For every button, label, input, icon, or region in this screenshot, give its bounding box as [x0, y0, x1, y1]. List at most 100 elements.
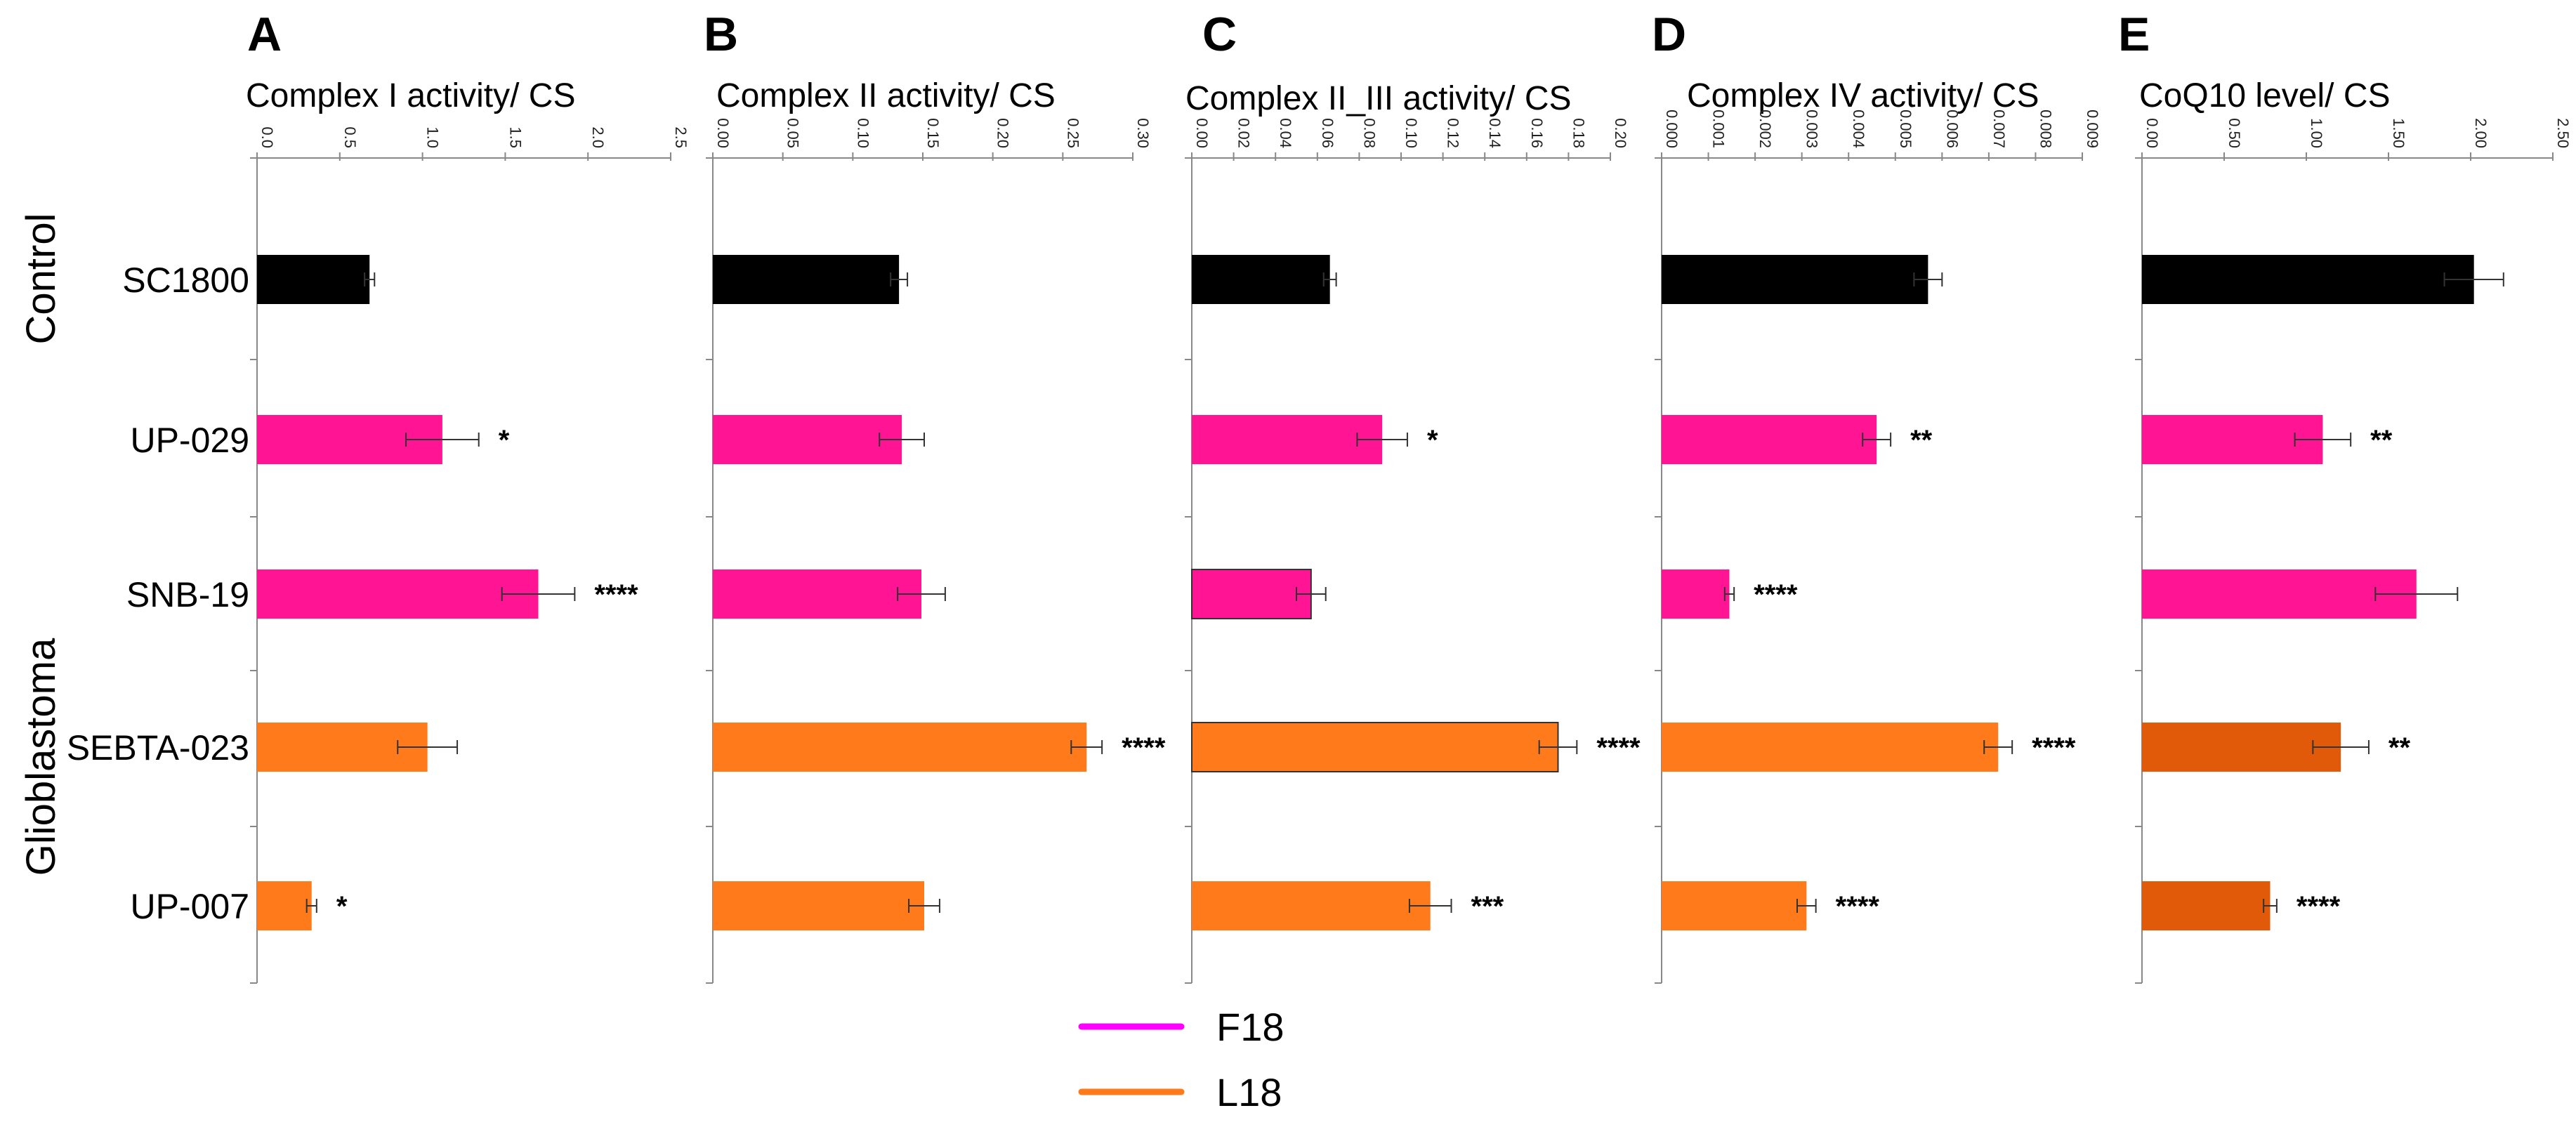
x-tick-label: 1.5 [506, 126, 524, 148]
bar [713, 415, 902, 464]
bar [2142, 255, 2474, 304]
x-tick-label: 0.5 [341, 126, 359, 148]
category-label: SNB-19 [126, 575, 249, 614]
bar [1662, 255, 1928, 304]
x-tick-label: 0.20 [1612, 118, 1629, 148]
x-tick-label: 0.20 [994, 118, 1012, 148]
x-tick-label: 1.00 [2308, 118, 2325, 148]
x-tick-label: 0.06 [1319, 118, 1336, 148]
x-tick-label: 0.009 [2084, 110, 2101, 148]
bar [1662, 415, 1877, 464]
panel-letter-e: E [2118, 8, 2150, 61]
bar [257, 881, 312, 930]
bar [2142, 881, 2271, 930]
x-tick-label: 0.50 [2226, 118, 2243, 148]
significance-mark: **** [594, 579, 638, 610]
legend-label-f18: F18 [1216, 1005, 1284, 1049]
legend-label-l18: L18 [1216, 1070, 1282, 1114]
x-tick-label: 0.004 [1850, 110, 1867, 148]
category-label: UP-029 [130, 421, 249, 460]
category-label: SEBTA-023 [67, 728, 249, 767]
bar [713, 881, 924, 930]
x-tick-label: 0.02 [1235, 118, 1253, 148]
x-tick-label: 0.14 [1486, 118, 1504, 148]
bar [2142, 723, 2341, 772]
x-tick-label: 0.10 [854, 118, 872, 148]
x-tick-label: 2.50 [2554, 118, 2572, 148]
x-tick-label: 0.00 [1193, 118, 1211, 148]
x-tick-label: 0.10 [1402, 118, 1420, 148]
bar [1192, 415, 1383, 464]
x-tick-label: 0.00 [714, 118, 732, 148]
x-tick-label: 0.000 [1663, 110, 1681, 148]
category-label: SC1800 [122, 261, 249, 300]
significance-mark: * [336, 891, 348, 922]
panel-letter-a: A [247, 8, 282, 61]
significance-mark: ** [2370, 425, 2393, 456]
significance-mark: **** [2032, 732, 2076, 763]
x-tick-label: 0.002 [1756, 110, 1774, 148]
x-tick-label: 0.00 [2143, 118, 2161, 148]
x-tick-label: 2.00 [2472, 118, 2490, 148]
group-label-control: Control [18, 213, 64, 345]
x-tick-label: 0.0 [258, 126, 276, 148]
x-tick-label: 0.08 [1360, 118, 1378, 148]
bar [1662, 569, 1730, 619]
x-tick-label: 0.001 [1710, 110, 1728, 148]
x-tick-label: 1.50 [2390, 118, 2407, 148]
x-tick-label: 0.006 [1943, 110, 1961, 148]
x-tick-label: 0.005 [1897, 110, 1914, 148]
x-tick-label: 0.30 [1134, 118, 1152, 148]
significance-mark: ** [2388, 732, 2411, 763]
bar [1191, 569, 1312, 619]
category-label: UP-007 [130, 887, 249, 926]
panel-title-d: Complex IV activity/ CS [1687, 77, 2039, 114]
bar [1192, 881, 1431, 930]
group-label-glioblastoma: Glioblastoma [18, 638, 64, 876]
bar [1662, 723, 1999, 772]
significance-mark: **** [1754, 579, 1798, 610]
panel-title-e: CoQ10 level/ CS [2139, 77, 2391, 114]
bar [1662, 881, 1807, 930]
panel-letter-b: B [704, 8, 738, 61]
panel-letter-c: C [1202, 8, 1237, 61]
bar [713, 255, 900, 304]
panel-d: D Complex IV activity/ CS 0.000 0.001 0.00… [1652, 8, 2101, 984]
bar [1191, 722, 1559, 772]
x-tick-label: 0.15 [924, 118, 942, 148]
bar [257, 569, 539, 619]
bar [257, 255, 370, 304]
x-tick-label: 2.0 [589, 126, 607, 148]
x-tick-label: 0.007 [1990, 110, 2008, 148]
significance-mark: **** [1122, 732, 1166, 763]
significance-mark: * [1427, 425, 1438, 456]
significance-mark: *** [1471, 891, 1504, 922]
x-tick-label: 0.05 [784, 118, 802, 148]
significance-mark: **** [1596, 732, 1641, 763]
panel-a: A Complex I activity/ CS 0.0 0.5 1.0 1.5 2.0… [67, 8, 690, 984]
x-tick-label: 0.16 [1528, 118, 1546, 148]
bar [713, 569, 922, 619]
significance-mark: * [499, 425, 510, 456]
x-tick-label: 1.0 [424, 126, 442, 148]
x-tick-label: 0.18 [1570, 118, 1587, 148]
panel-title-c: Complex II_III activity/ CS [1185, 80, 1572, 117]
bar [713, 723, 1087, 772]
x-tick-label: 0.04 [1277, 118, 1294, 148]
significance-mark: **** [1836, 891, 1880, 922]
panel-e: E CoQ10 level/ CS 0.00 0.50 1.00 1.50 2.00 2.… [2118, 8, 2572, 984]
bar [1192, 255, 1330, 304]
bar [2142, 415, 2323, 464]
x-tick-label: 2.5 [672, 126, 690, 148]
significance-mark: **** [2296, 891, 2341, 922]
bar [2142, 569, 2417, 619]
significance-mark: ** [1910, 425, 1933, 456]
panel-letter-d: D [1652, 8, 1686, 61]
legend: F18 L18 [1078, 1005, 1284, 1114]
x-tick-label: 0.003 [1803, 110, 1821, 148]
panel-b: B Complex II activity/ CS 0.00 0.05 0.10 0.… [704, 8, 1166, 984]
x-tick-label: 0.12 [1445, 118, 1462, 148]
panel-title-b: Complex II activity/ CS [716, 77, 1056, 114]
panel-title-a: Complex I activity/ CS [246, 77, 575, 114]
